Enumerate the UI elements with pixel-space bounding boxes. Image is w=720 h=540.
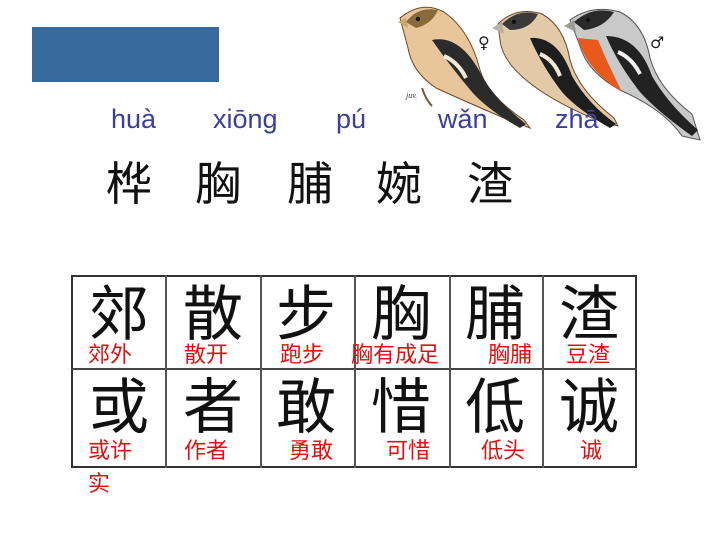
grid-divider	[165, 275, 167, 468]
grid-word: 诚	[580, 439, 603, 464]
grid-char: 低	[465, 373, 525, 443]
grid-char: 敢	[276, 373, 336, 443]
grid-word-extra: 实	[88, 472, 111, 497]
grid-char: 脯	[465, 280, 525, 350]
pinyin-5: zhā	[555, 104, 599, 134]
title-banner	[32, 27, 219, 82]
female-symbol: ♀	[478, 33, 490, 52]
grid-word: 散开	[184, 343, 229, 368]
hanzi-5: 渣	[467, 157, 513, 211]
grid-word: 胸有成足	[351, 343, 440, 368]
pinyin-1: huà	[111, 104, 157, 134]
grid-char: 或	[89, 373, 149, 443]
hanzi-4: 婉	[376, 157, 422, 211]
grid-char: 者	[183, 373, 243, 443]
grid-word: 郊外	[88, 343, 133, 368]
juv-label: juv.	[405, 91, 417, 100]
grid-word: 跑步	[280, 343, 325, 368]
grid-divider	[260, 275, 262, 468]
grid-char: 诚	[559, 373, 619, 443]
hanzi-1: 桦	[106, 157, 152, 211]
grid-word: 胸脯	[488, 343, 533, 368]
grid-divider	[449, 275, 451, 468]
juvenile-bird: juv.	[398, 6, 532, 130]
grid-word: 可惜	[386, 439, 431, 464]
grid-char: 胸	[371, 280, 431, 350]
grid-char: 散	[183, 280, 243, 350]
hanzi-2: 胸	[195, 157, 241, 211]
pinyin-3: pú	[336, 104, 367, 134]
female-bird: ♀	[478, 11, 619, 128]
pinyin-4: wǎn	[438, 104, 488, 134]
grid-word: 或许	[88, 439, 133, 464]
birds-illustration: juv. ♀ ♂	[398, 6, 701, 141]
grid-word: 豆渣	[566, 343, 611, 368]
pinyin-2: xiōng	[213, 104, 278, 134]
grid-divider	[354, 275, 356, 468]
hanzi-3: 脯	[287, 157, 333, 211]
male-bird: ♂	[564, 8, 701, 141]
grid-char: 郊	[89, 280, 149, 350]
grid-char: 惜	[371, 373, 431, 443]
grid-char: 步	[276, 280, 336, 350]
grid-char: 渣	[559, 280, 619, 350]
grid-word: 低头	[481, 439, 526, 464]
grid-word: 勇敢	[289, 439, 334, 464]
grid-divider	[542, 275, 544, 468]
male-symbol: ♂	[650, 33, 664, 52]
grid-word: 作者	[184, 439, 229, 464]
